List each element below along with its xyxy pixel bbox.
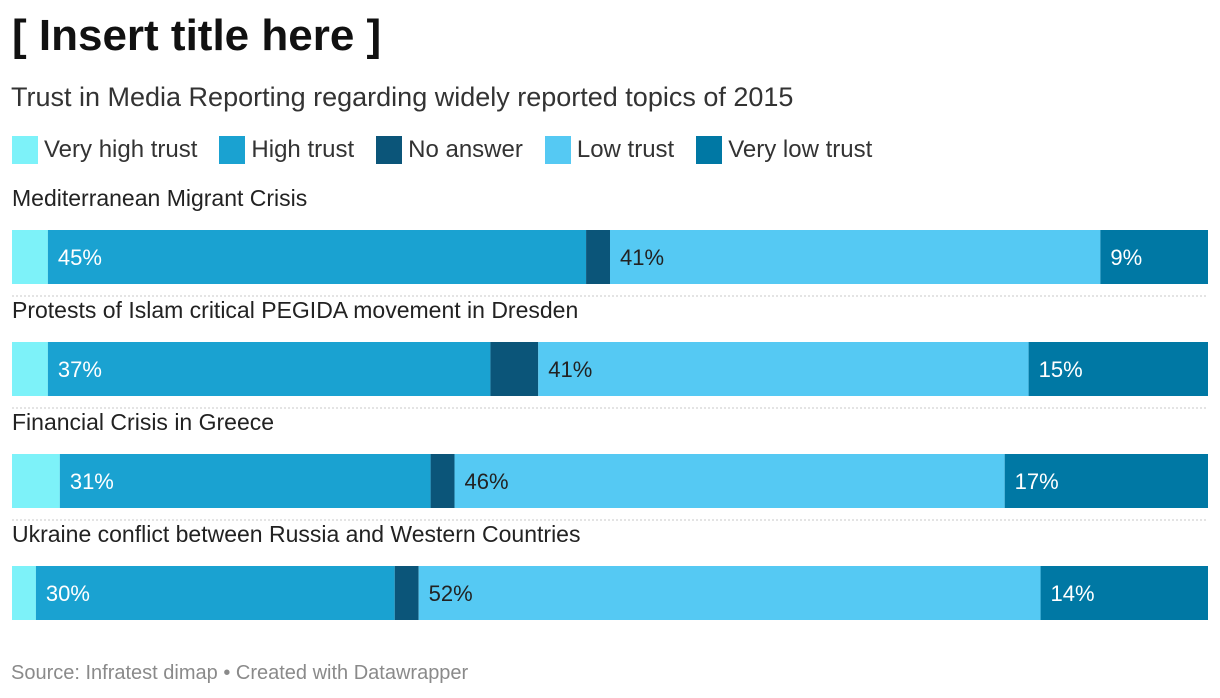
chart-title: [ Insert title here ] [12, 11, 382, 60]
legend-item-very-low-trust: Very low trust [696, 136, 872, 164]
bar-segment [47, 230, 587, 284]
value-label: 37% [58, 357, 102, 382]
value-label: 15% [1039, 357, 1083, 382]
bar-segment [12, 566, 36, 620]
legend-swatch [376, 136, 403, 164]
bar-segment [394, 566, 419, 620]
source-footer: Source: Infratest dimap • Created with D… [11, 662, 469, 684]
bar-segment [35, 566, 395, 620]
category-label: Financial Crisis in Greece [12, 409, 274, 435]
legend-label: No answer [408, 136, 523, 163]
legend-label: Very low trust [728, 136, 873, 163]
value-label: 31% [70, 469, 114, 494]
bar-segment [1040, 566, 1208, 620]
value-label: 14% [1051, 581, 1095, 606]
bar-segment [12, 230, 48, 284]
value-label: 17% [1015, 469, 1059, 494]
bar-segment [610, 230, 1101, 284]
bar-segment [586, 230, 610, 284]
legend-item-low-trust: Low trust [544, 136, 675, 164]
bar-segment [1004, 454, 1208, 508]
bar-segment [454, 454, 1005, 508]
legend-swatch [696, 136, 723, 164]
legend-label: Low trust [576, 136, 675, 163]
legend-label: High trust [251, 136, 355, 163]
value-label: 45% [58, 245, 102, 270]
value-label: 46% [465, 469, 509, 494]
bar-segment [430, 454, 455, 508]
legend-item-very-high-trust: Very high trust [12, 136, 197, 164]
bar-segment [490, 342, 539, 396]
value-label: 52% [429, 581, 473, 606]
bar-segment [47, 342, 491, 396]
bar-segment [59, 454, 431, 508]
bar-segment [1028, 342, 1208, 396]
value-label: 41% [620, 245, 664, 270]
bar-segment [418, 566, 1041, 620]
chart-subtitle: Trust in Media Reporting regarding widel… [11, 82, 794, 112]
legend-swatch [12, 136, 38, 164]
value-label: 41% [548, 357, 592, 382]
bar-segment [538, 342, 1029, 396]
category-label: Protests of Islam critical PEGIDA moveme… [12, 297, 578, 323]
value-label: 30% [46, 581, 90, 606]
category-label: Mediterranean Migrant Crisis [12, 185, 307, 211]
legend-item-high-trust: High trust [219, 136, 354, 164]
legend-item-no-answer: No answer [376, 136, 523, 164]
legend-swatch [219, 136, 246, 164]
legend-label: Very high trust [44, 136, 198, 163]
bar-segment [1100, 230, 1208, 284]
value-label: 9% [1110, 245, 1142, 270]
legend-swatch [544, 136, 571, 164]
bar-segment [12, 342, 48, 396]
category-label: Ukraine conflict between Russia and West… [12, 521, 580, 547]
bar-segment [12, 454, 60, 508]
legend: Very high trust High trust No answer Low… [12, 134, 894, 166]
